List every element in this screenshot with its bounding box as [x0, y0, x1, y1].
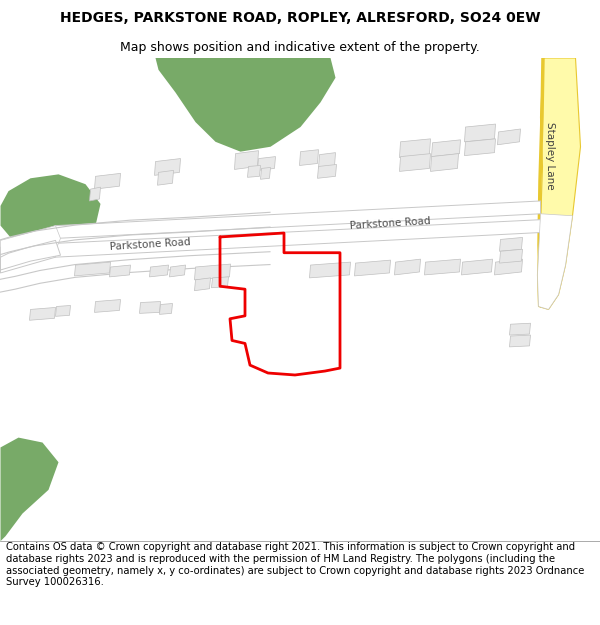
Text: Map shows position and indicative extent of the property.: Map shows position and indicative extent…: [120, 41, 480, 54]
Text: Parkstone Road: Parkstone Road: [109, 238, 191, 252]
Text: HEDGES, PARKSTONE ROAD, ROPLEY, ALRESFORD, SO24 0EW: HEDGES, PARKSTONE ROAD, ROPLEY, ALRESFOR…: [60, 11, 540, 26]
Text: Parkstone Road: Parkstone Road: [349, 216, 431, 231]
Text: Contains OS data © Crown copyright and database right 2021. This information is : Contains OS data © Crown copyright and d…: [6, 542, 584, 587]
Text: Stapley Lane: Stapley Lane: [545, 122, 555, 190]
